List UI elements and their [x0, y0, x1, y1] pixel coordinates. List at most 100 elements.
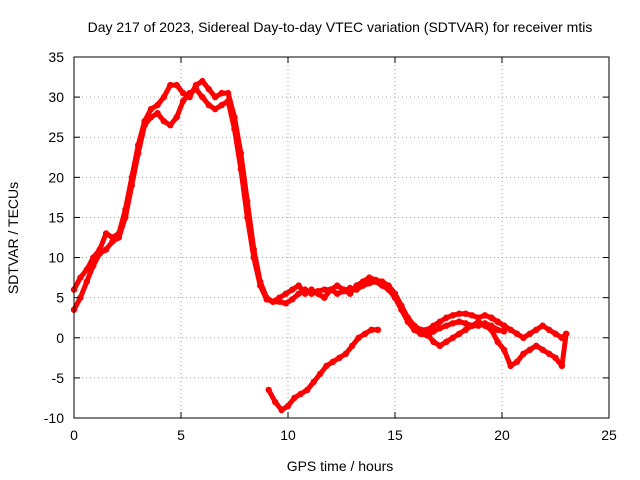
data-point: [83, 278, 91, 285]
data-point: [329, 358, 337, 365]
data-point: [334, 282, 341, 289]
y-tick-label: 10: [48, 250, 64, 266]
data-point: [398, 302, 405, 309]
data-point: [468, 312, 476, 319]
y-tick-label: -10: [44, 410, 64, 426]
data-point: [462, 320, 469, 327]
data-point: [250, 246, 257, 253]
data-point: [468, 322, 476, 329]
data-point: [122, 206, 129, 213]
data-point: [336, 354, 343, 361]
data-point: [545, 350, 553, 357]
data-point: [513, 358, 521, 365]
data-point: [526, 346, 533, 353]
data-point: [423, 330, 431, 337]
data-point: [417, 326, 424, 333]
data-point: [269, 298, 277, 305]
data-point: [323, 362, 330, 370]
series-layer: [70, 77, 570, 414]
data-point: [430, 338, 437, 345]
data-point: [436, 318, 444, 325]
data-point: [552, 330, 559, 337]
data-point: [109, 234, 116, 241]
y-tick-label: 15: [48, 209, 64, 225]
data-point: [355, 334, 362, 341]
data-point: [173, 81, 180, 89]
data-point: [321, 286, 328, 293]
data-point: [289, 296, 296, 303]
data-point: [272, 398, 279, 406]
data-point: [481, 322, 489, 329]
data-point: [372, 276, 379, 284]
data-point: [500, 322, 508, 329]
x-axis-label: GPS time / hours: [287, 458, 394, 474]
data-point: [481, 312, 489, 319]
data-point: [340, 286, 347, 293]
data-point: [173, 114, 180, 121]
data-point: [346, 290, 354, 297]
data-point: [278, 406, 285, 414]
data-point: [205, 85, 212, 93]
data-point: [385, 282, 392, 289]
data-point: [199, 93, 206, 101]
data-point: [500, 346, 508, 353]
data-point: [353, 282, 360, 289]
data-point: [456, 330, 463, 337]
ticks: 0 5 10 15 20 25 -10 -5 0 5 10 15 20 25 30 35: [44, 49, 617, 443]
data-point: [488, 326, 495, 333]
data-point: [141, 118, 148, 125]
data-point: [488, 314, 495, 321]
data-point: [212, 105, 219, 113]
data-point: [218, 101, 225, 109]
data-point: [77, 294, 84, 301]
data-point: [321, 294, 328, 301]
data-point: [342, 350, 349, 357]
data-point: [368, 326, 375, 333]
data-point: [500, 328, 508, 335]
data-point: [449, 312, 456, 319]
data-point: [539, 346, 546, 353]
data-point: [361, 330, 369, 337]
x-tick-label: 10: [280, 427, 296, 443]
data-point: [334, 290, 341, 297]
chart-title: Day 217 of 2023, Sidereal Day-to-day VTE…: [88, 19, 593, 35]
data-point: [404, 314, 411, 321]
data-point: [237, 150, 245, 157]
data-point: [558, 334, 566, 341]
data-point: [291, 394, 298, 402]
data-point: [308, 286, 315, 293]
y-tick-label: 35: [48, 49, 64, 65]
data-point: [160, 118, 168, 125]
data-point: [494, 338, 501, 345]
data-point: [520, 334, 527, 341]
data-point: [507, 362, 514, 370]
data-point: [295, 290, 302, 297]
data-point: [83, 266, 91, 273]
x-tick-label: 20: [494, 427, 510, 443]
y-axis-label: SDTVAR / TECUs: [5, 182, 21, 294]
data-point: [327, 286, 334, 293]
data-point: [147, 105, 155, 113]
data-point: [96, 246, 103, 253]
y-tick-label: 20: [48, 169, 64, 185]
data-point: [558, 362, 566, 370]
data-point: [533, 342, 540, 349]
data-point: [295, 282, 302, 289]
data-point: [212, 93, 219, 101]
x-tick-label: 5: [177, 427, 185, 443]
data-point: [297, 390, 304, 398]
data-point: [411, 322, 418, 329]
data-point: [545, 326, 553, 333]
data-point: [494, 318, 501, 325]
data-point: [456, 310, 463, 317]
data-point: [154, 101, 161, 109]
series-line-main-track-1: [71, 86, 507, 338]
data-point: [520, 350, 527, 357]
data-point: [102, 230, 110, 237]
y-tick-label: -5: [52, 370, 65, 386]
data-point: [430, 328, 437, 335]
data-point: [115, 230, 123, 237]
data-point: [167, 81, 174, 89]
data-point: [462, 310, 469, 317]
data-point: [257, 278, 264, 285]
